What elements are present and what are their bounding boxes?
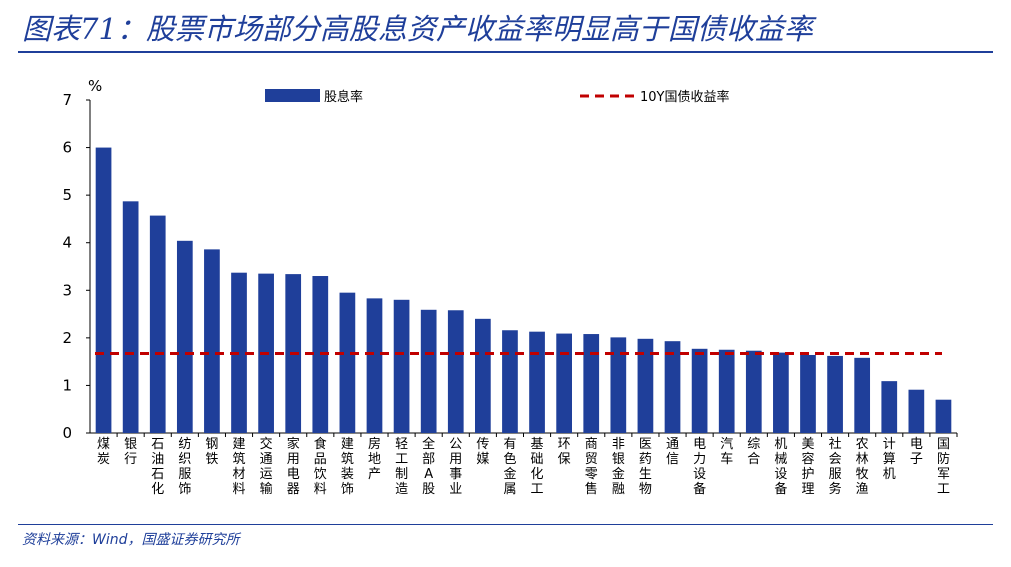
bar (691, 348, 708, 433)
x-category-label: 建筑材料 (233, 437, 246, 497)
x-category-label: 纺织服饰 (178, 437, 191, 497)
x-category-label: 综合 (747, 437, 760, 467)
bar (854, 357, 871, 433)
x-category-label: 公用事业 (449, 437, 462, 497)
x-category-label: 美容护理 (801, 437, 814, 497)
bar-series (95, 147, 952, 434)
x-category-label: 煤炭 (97, 437, 110, 467)
y-tick-label: 6 (62, 139, 72, 157)
source-note: 资料来源：Wind，国盛证券研究所 (22, 532, 240, 548)
title-divider (18, 51, 993, 53)
x-category-label: 通信 (666, 437, 679, 467)
bar (935, 399, 952, 433)
x-category-label: 电子 (910, 437, 923, 467)
bar (637, 338, 654, 433)
x-category-label: 有色金属 (503, 437, 516, 497)
bar (204, 249, 220, 433)
x-category-label: 电力设备 (693, 437, 706, 497)
x-category-label: 机械设备 (774, 437, 787, 497)
x-category-label: 商贸零售 (585, 437, 598, 497)
x-category-label: 汽车 (720, 437, 733, 467)
x-category-label: 计算机 (883, 437, 896, 482)
source-divider (18, 524, 993, 525)
x-category-label: 基础化工 (531, 437, 544, 497)
bar (122, 201, 139, 433)
x-category-label: 银行 (124, 437, 137, 467)
bar (149, 215, 166, 433)
bar (718, 349, 735, 433)
chart-title: 图表71：股票市场部分高股息资产收益率明显高于国债收益率 (22, 12, 813, 46)
x-category-label: 钢铁 (205, 437, 218, 467)
x-category-label: 家用电器 (287, 436, 300, 497)
y-tick-label: 1 (62, 376, 72, 394)
bar (231, 272, 247, 433)
bar (393, 299, 410, 433)
legend-line-label: 10Y国债收益率 (640, 89, 729, 105)
legend-bar-swatch (265, 89, 320, 102)
bar (447, 310, 464, 433)
legend: 股息率 10Y国债收益率 (265, 89, 729, 105)
x-category-label: 医药生物 (639, 437, 652, 497)
x-category-label: 环保 (558, 437, 571, 467)
y-axis-unit: % (88, 77, 102, 95)
bar (95, 147, 112, 434)
bar (800, 354, 816, 433)
bar (908, 389, 925, 433)
x-category-label: 传媒 (476, 437, 489, 467)
x-category-label: 农林牧渔 (856, 437, 869, 497)
bar (556, 333, 572, 433)
x-category-label: 建筑装饰 (341, 437, 354, 497)
x-category-label: 全部 A 股 (422, 436, 435, 497)
bar (583, 334, 600, 433)
legend-bar-label: 股息率 (324, 89, 363, 105)
bar (420, 309, 437, 433)
x-category-label: 非银金融 (612, 437, 625, 497)
x-category-label: 石油石化 (151, 437, 164, 497)
x-category-label: 轻工制造 (395, 437, 408, 497)
y-tick-label: 4 (62, 234, 72, 252)
y-tick-label: 0 (62, 424, 72, 442)
y-tick-label: 3 (62, 281, 72, 299)
bar (881, 381, 898, 433)
bar (502, 330, 518, 433)
bar (366, 298, 383, 433)
x-category-label: 房地产 (368, 436, 381, 482)
y-tick-label: 7 (62, 91, 72, 109)
x-category-label: 国防军工 (937, 437, 950, 497)
bar (339, 292, 356, 433)
x-category-label: 交通运输 (260, 436, 273, 497)
bar (773, 352, 789, 433)
bar (664, 341, 681, 433)
bar (529, 331, 545, 433)
x-category-label: 社会服务 (829, 436, 842, 497)
x-category-label: 食品饮料 (314, 436, 327, 497)
bar (475, 318, 491, 433)
y-tick-labels: 0 1 2 3 4 5 6 7 (62, 91, 72, 442)
y-tick-label: 2 (62, 329, 72, 347)
bar (610, 337, 627, 433)
bar (745, 350, 762, 433)
y-tick-label: 5 (62, 186, 72, 204)
bar (827, 355, 843, 433)
bar (176, 240, 193, 433)
